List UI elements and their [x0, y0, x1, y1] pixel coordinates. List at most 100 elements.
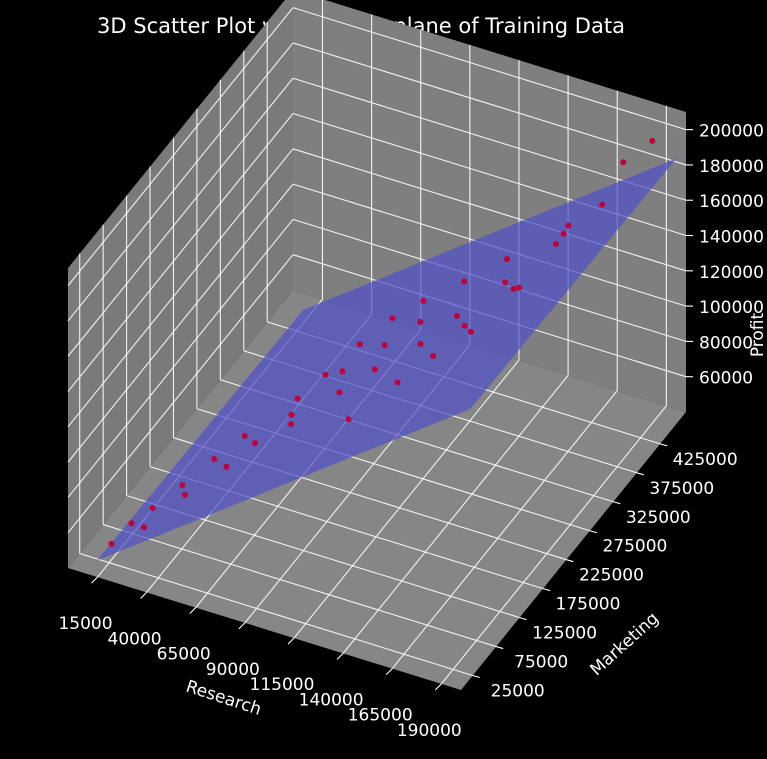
side-pane: [68, 0, 293, 568]
gridline-z-side: [67, 42, 294, 322]
z-tick-label: 80000: [699, 333, 753, 353]
gridline-x-floor: [440, 405, 667, 685]
gridline-z-side: [67, 7, 294, 286]
x-tick-label: 15000: [58, 614, 112, 634]
floor-pane: [68, 290, 686, 690]
z-tick-label: 140000: [699, 228, 764, 248]
y-tick: [472, 674, 480, 679]
gridline-z-side: [67, 183, 294, 463]
data-point: [502, 279, 509, 286]
y-tick-label: 325000: [626, 508, 691, 528]
data-point: [179, 482, 186, 488]
data-point: [599, 201, 606, 208]
data-point: [467, 328, 474, 335]
x-tick: [336, 653, 344, 660]
x-tick-label: 40000: [108, 629, 162, 649]
gridline-z-back: [292, 148, 687, 272]
data-point: [454, 312, 460, 319]
data-point: [372, 366, 378, 373]
z-tick-label: 60000: [699, 369, 753, 389]
data-point: [420, 298, 427, 304]
x-tick-label: 90000: [206, 660, 260, 680]
best-fit-plane: [97, 158, 677, 561]
y-tick: [519, 617, 527, 621]
x-tick: [385, 668, 393, 676]
gridline-z-back: [292, 77, 687, 201]
x-tick: [287, 637, 295, 645]
data-point: [108, 540, 115, 547]
data-point: [430, 352, 437, 359]
data-point: [461, 322, 468, 329]
data-point: [417, 319, 424, 325]
data-point: [288, 411, 295, 418]
y-tick-label: 175000: [556, 595, 621, 615]
data-point: [181, 491, 188, 498]
gridline-z-side: [67, 148, 294, 428]
data-point: [381, 342, 388, 348]
data-point: [565, 222, 572, 229]
z-tick-label: 200000: [699, 122, 764, 142]
z-tick-label: 160000: [699, 192, 764, 212]
data-point: [345, 416, 352, 423]
gridline-y-floor: [102, 524, 497, 648]
data-point: [417, 341, 424, 348]
gridline-x-floor: [391, 390, 618, 669]
data-point: [322, 371, 329, 378]
y-tick: [613, 501, 621, 505]
data-point: [649, 137, 656, 144]
data-point: [339, 368, 346, 375]
gridline-x-floor: [342, 375, 569, 654]
fit-plane: [97, 158, 677, 561]
axis-panes: [68, 0, 686, 690]
x-tick-label: 115000: [250, 675, 315, 695]
z-axis-label: Profit: [748, 312, 767, 357]
y-tick-label: 25000: [491, 682, 545, 702]
x-tick: [434, 683, 442, 691]
gridline-z-back: [292, 7, 687, 131]
data-point: [394, 379, 401, 386]
z-tick-label: 180000: [699, 157, 764, 177]
x-tick: [91, 576, 98, 584]
gridline-z-side: [67, 254, 294, 534]
data-point: [510, 285, 517, 292]
z-tick-label: 100000: [699, 298, 764, 318]
gridline-z-side: [67, 219, 294, 498]
z-tick-label: 120000: [699, 263, 764, 283]
gridline-z-side: [67, 113, 294, 392]
y-tick-label: 425000: [673, 450, 738, 470]
y-tick-label: 225000: [579, 566, 644, 586]
y-tick-label: 275000: [602, 537, 667, 557]
x-tick-label: 190000: [397, 721, 462, 741]
y-tick-label: 125000: [532, 624, 597, 644]
data-point: [252, 440, 258, 446]
x-tick-label: 140000: [299, 690, 364, 710]
y-tick-label: 375000: [649, 479, 714, 499]
data-point: [294, 395, 301, 402]
data-point: [560, 230, 567, 237]
data-point: [141, 524, 148, 531]
data-point: [461, 278, 468, 285]
data-point: [516, 284, 523, 291]
y-tick: [566, 559, 574, 563]
data-point: [288, 421, 295, 428]
y-tick: [542, 588, 551, 592]
data-point: [504, 256, 510, 263]
axis-ticks: [91, 129, 693, 691]
data-point: [389, 315, 396, 322]
data-point: [223, 463, 230, 470]
data-point: [356, 341, 363, 348]
data-point: [620, 159, 627, 166]
x-tick: [140, 592, 147, 599]
y-tick: [589, 530, 598, 534]
data-point: [149, 505, 156, 512]
gridline-z-back: [292, 42, 687, 166]
data-point: [336, 389, 343, 396]
axis-tick-labels: 1500040000650009000011500014000016500019…: [58, 122, 763, 741]
y-tick: [660, 443, 668, 447]
x-tick: [189, 607, 197, 615]
data-point: [241, 432, 248, 439]
y-tick: [496, 646, 504, 650]
data-point: [211, 456, 218, 462]
